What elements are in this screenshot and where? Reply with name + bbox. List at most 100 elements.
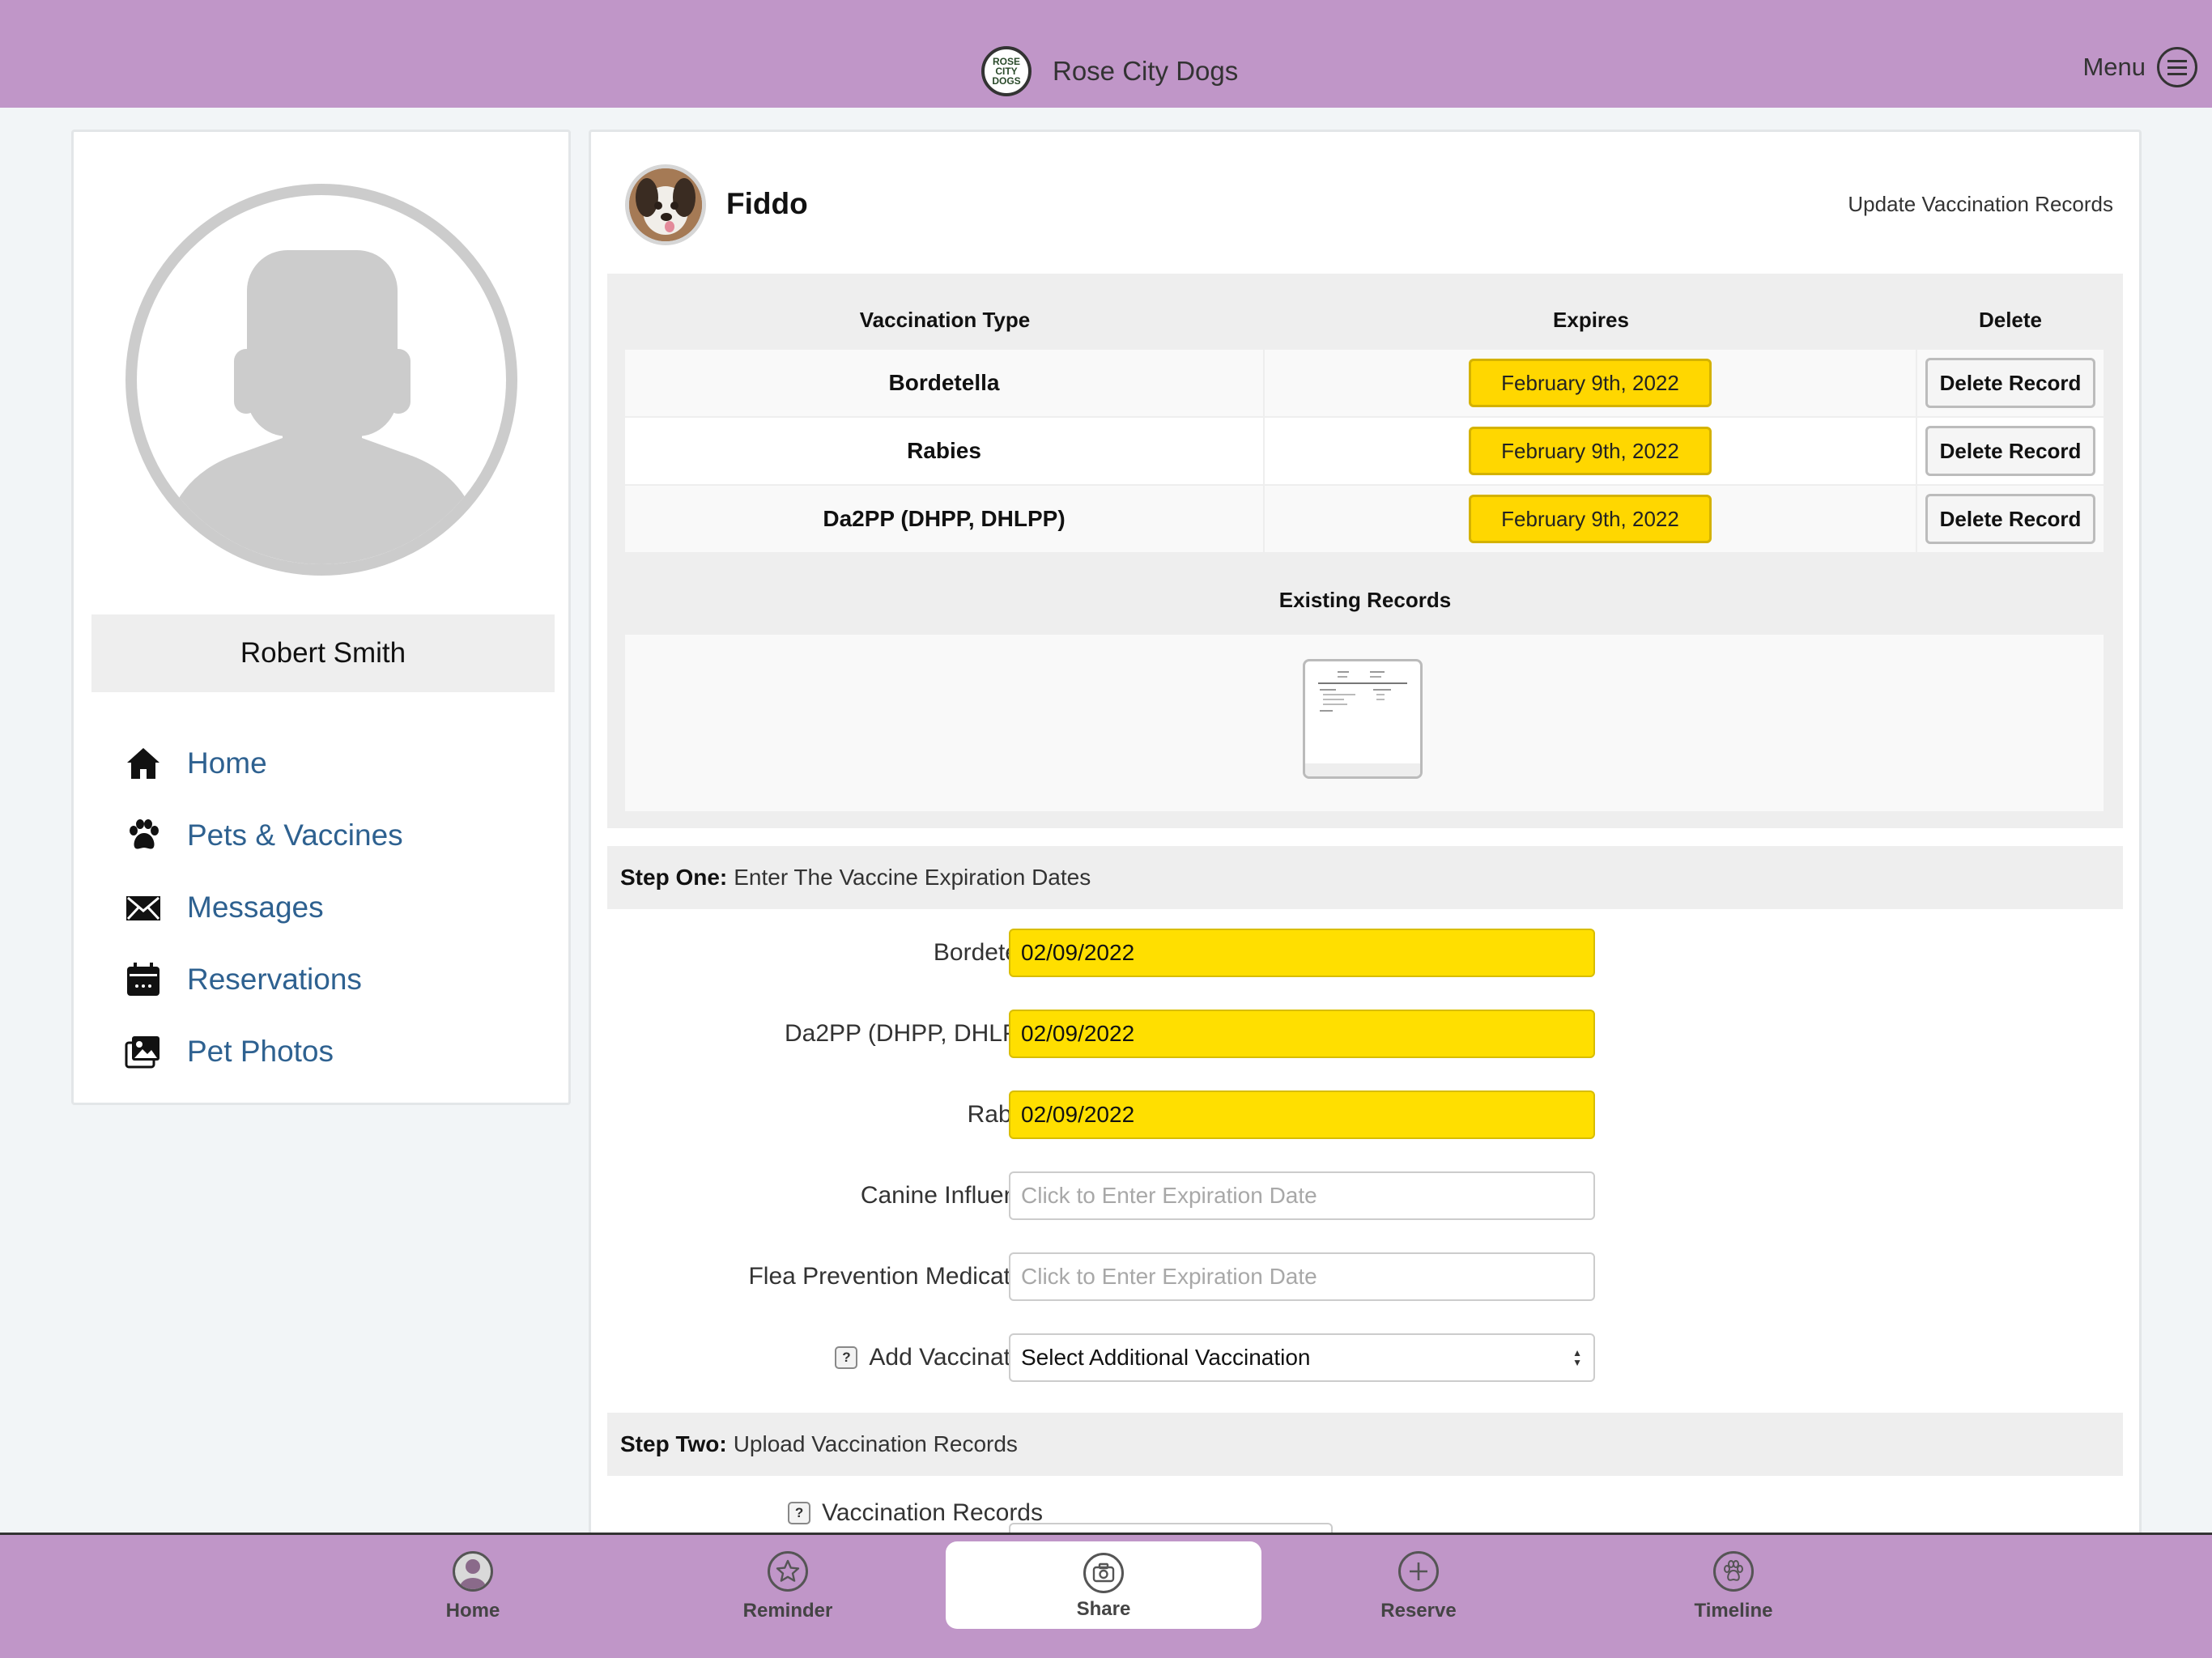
sidebar-item-label: Home [187,746,267,780]
sidebar-item-pet-photos[interactable]: Pet Photos [122,1015,403,1087]
photos-icon [122,1031,164,1073]
step-one-bar: Step One: Enter The Vaccine Expiration D… [607,846,2123,909]
rabies-date-input[interactable] [1009,1090,1595,1139]
vaccination-records-label: Vaccination Records [822,1499,1043,1526]
sidebar-item-label: Pet Photos [187,1034,334,1068]
star-icon [768,1551,808,1592]
header-vaccination-type: Vaccination Type [859,307,1031,332]
tab-share[interactable]: Share [946,1541,1261,1629]
paw-icon [122,814,164,857]
vaccination-table: Vaccination Type Expires Delete Bordetel… [625,291,2104,552]
top-bar: ROSE CITY DOGS Rose City Dogs Menu [0,0,2212,108]
brand-logo: ROSE CITY DOGS [981,46,1032,96]
da2pp-date-input[interactable] [1009,1010,1595,1058]
dog-photo-icon [629,168,702,241]
tab-reminder[interactable]: Reminder [630,1535,946,1658]
help-icon[interactable]: ? [835,1346,858,1369]
calendar-icon [122,959,164,1001]
tab-timeline[interactable]: Timeline [1576,1535,1891,1658]
table-row: Rabies February 9th, 2022 Delete Record [625,416,2104,484]
form-row-flea-prevention: Flea Prevention Medication [591,1252,2139,1301]
additional-vaccination-select[interactable]: Select Additional Vaccination ▲ ▼ [1009,1333,1595,1382]
delete-cell: Delete Record [1917,418,2104,484]
brand-logo-text: ROSE CITY DOGS [992,56,1021,87]
form-row-add-vaccination: ? Add Vaccination Select Additional Vacc… [591,1333,2139,1382]
record-document-thumbnail[interactable] [1303,659,1423,779]
menu-button[interactable]: Menu [2082,47,2197,87]
vaccination-records-panel: Vaccination Type Expires Delete Bordetel… [607,274,2123,828]
sidebar-item-pets-vaccines[interactable]: Pets & Vaccines [122,799,403,871]
tab-home[interactable]: Home [315,1535,631,1658]
pet-vaccination-card: Fiddo Update Vaccination Records Vaccina… [589,130,2142,1538]
expires-cell: February 9th, 2022 [1265,486,1917,552]
step-one-text: Enter The Vaccine Expiration Dates [734,865,1091,890]
expires-cell: February 9th, 2022 [1265,418,1917,484]
user-avatar [125,184,517,576]
sidebar-item-label: Reservations [187,962,362,996]
table-row: Bordetella February 9th, 2022 Delete Rec… [625,348,2104,416]
form-row-canine-influenza: Canine Influenza [591,1171,2139,1220]
brand[interactable]: ROSE CITY DOGS Rose City Dogs [981,44,1238,99]
pet-name: Fiddo [726,187,808,220]
avatar-icon [453,1551,493,1592]
profile-sidebar: Robert Smith Home Pets & Vaccines Messag… [71,130,571,1105]
delete-record-button[interactable]: Delete Record [1925,426,2095,476]
upload-label-wrap: ? Vaccination Records [788,1495,1043,1531]
sidebar-item-messages[interactable]: Messages [122,871,403,943]
delete-record-button[interactable]: Delete Record [1925,358,2095,408]
canine-influenza-date-input[interactable] [1009,1171,1595,1220]
delete-cell: Delete Record [1917,486,2104,552]
step-two-prefix: Step Two: [620,1431,727,1456]
form-row-bordetella: Bordetella [591,929,2139,977]
tab-label: Share [1076,1598,1131,1620]
expiry-date-badge: February 9th, 2022 [1469,359,1712,407]
existing-records-title: Existing Records [1278,588,1452,612]
table-body: Bordetella February 9th, 2022 Delete Rec… [625,348,2104,552]
flea-prevention-label: Flea Prevention Medication [748,1263,1043,1290]
delete-cell: Delete Record [1917,350,2104,416]
person-silhouette-icon [169,250,475,564]
expires-cell: February 9th, 2022 [1265,350,1917,416]
existing-records-box [625,635,2104,811]
step-one-prefix: Step One: [620,865,728,890]
sidebar-item-label: Messages [187,890,324,924]
sidebar-item-label: Pets & Vaccines [187,818,403,852]
sidebar-item-home[interactable]: Home [122,727,403,799]
tab-label: Reminder [742,1600,833,1622]
expiry-date-badge: February 9th, 2022 [1469,427,1712,475]
form-row-da2pp: Da2PP (DHPP, DHLPP) [591,1010,2139,1058]
table-header-row: Vaccination Type Expires Delete [625,291,2104,348]
form-row-rabies: Rabies [591,1090,2139,1139]
hamburger-icon [2157,47,2197,87]
step-two-bar: Step Two: Upload Vaccination Records [607,1413,2123,1476]
tab-label: Reserve [1380,1600,1457,1622]
bordetella-date-input[interactable] [1009,929,1595,977]
update-vaccination-records-link[interactable]: Update Vaccination Records [1848,192,2113,216]
header-expires: Expires [1553,307,1629,332]
tab-label: Home [445,1600,500,1622]
bottom-tab-bar: Home Reminder Share Reserve Timeline [0,1533,2212,1658]
sidebar-item-reservations[interactable]: Reservations [122,943,403,1015]
menu-label: Menu [2082,53,2146,81]
vaccination-type-cell: Da2PP (DHPP, DHLPP) [625,486,1265,552]
step-two-text: Upload Vaccination Records [733,1431,1018,1456]
pet-avatar [625,164,706,245]
vaccination-type-cell: Bordetella [625,350,1265,416]
da2pp-label: Da2PP (DHPP, DHLPP) [784,1020,1043,1047]
select-arrows-icon: ▲ ▼ [1572,1347,1582,1368]
envelope-icon [122,886,164,929]
brand-name: Rose City Dogs [1053,56,1239,86]
tab-reserve[interactable]: Reserve [1261,1535,1576,1658]
flea-prevention-date-input[interactable] [1009,1252,1595,1301]
document-icon [1305,671,1420,776]
table-row: Da2PP (DHPP, DHLPP) February 9th, 2022 D… [625,484,2104,552]
header-delete: Delete [1978,307,2043,332]
user-name: Robert Smith [91,614,555,692]
delete-record-button[interactable]: Delete Record [1925,494,2095,544]
paw-circle-icon [1713,1551,1754,1592]
plus-icon [1398,1551,1439,1592]
select-value: Select Additional Vaccination [1021,1345,1311,1370]
vaccination-type-cell: Rabies [625,418,1265,484]
camera-icon [1083,1553,1124,1593]
help-icon[interactable]: ? [788,1502,811,1524]
